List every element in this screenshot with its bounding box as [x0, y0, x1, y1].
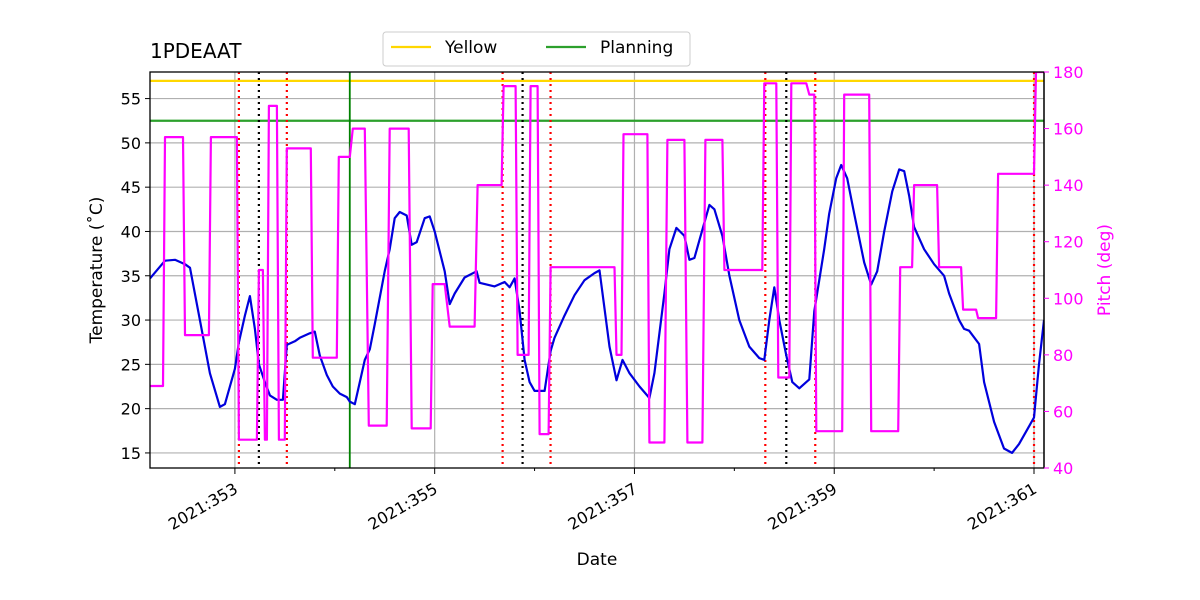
- y-axis-label: Temperature (˚C): [86, 197, 107, 345]
- y-tick-label: 15: [121, 444, 141, 463]
- y2-tick-label: 100: [1053, 289, 1084, 308]
- series-line-pitch: [150, 72, 1044, 444]
- series-layer: [150, 72, 1044, 454]
- y2-tick-label: 180: [1053, 63, 1084, 82]
- x-tick-label: 2021:359: [764, 479, 840, 534]
- y-tick-label: 45: [121, 178, 141, 197]
- x-tick-label: 2021:355: [365, 479, 441, 534]
- x-tick-label: 2021:357: [565, 479, 641, 534]
- chart-title: 1PDEAAT: [150, 39, 242, 63]
- y2-tick-label: 160: [1053, 120, 1084, 139]
- y-tick-label: 55: [121, 90, 141, 109]
- x-axis-label: Date: [577, 550, 618, 570]
- y-tick-label: 30: [121, 311, 141, 330]
- legend-label-planning: Planning: [600, 38, 673, 58]
- y2-tick-label: 140: [1053, 176, 1084, 195]
- y2-tick-label: 60: [1053, 402, 1073, 421]
- y2-axis-label: Pitch (deg): [1095, 224, 1115, 316]
- y-tick-label: 25: [121, 355, 141, 374]
- y2-tick-label: 40: [1053, 459, 1073, 478]
- y2-tick-label: 120: [1053, 233, 1084, 252]
- series-line-temperature: [150, 163, 1044, 454]
- legend-box: [382, 31, 691, 67]
- x-tick-label: 2021:361: [964, 479, 1040, 534]
- y-tick-label: 35: [121, 267, 141, 286]
- y-tick-label: 40: [121, 222, 141, 241]
- y-tick-label: 50: [121, 134, 141, 153]
- y2-tick-label: 80: [1053, 346, 1073, 365]
- y-tick-label: 20: [121, 400, 141, 419]
- legend: Yellow Planning: [382, 31, 691, 67]
- x-tick-label: 2021:353: [165, 479, 241, 534]
- legend-label-yellow: Yellow: [444, 38, 497, 58]
